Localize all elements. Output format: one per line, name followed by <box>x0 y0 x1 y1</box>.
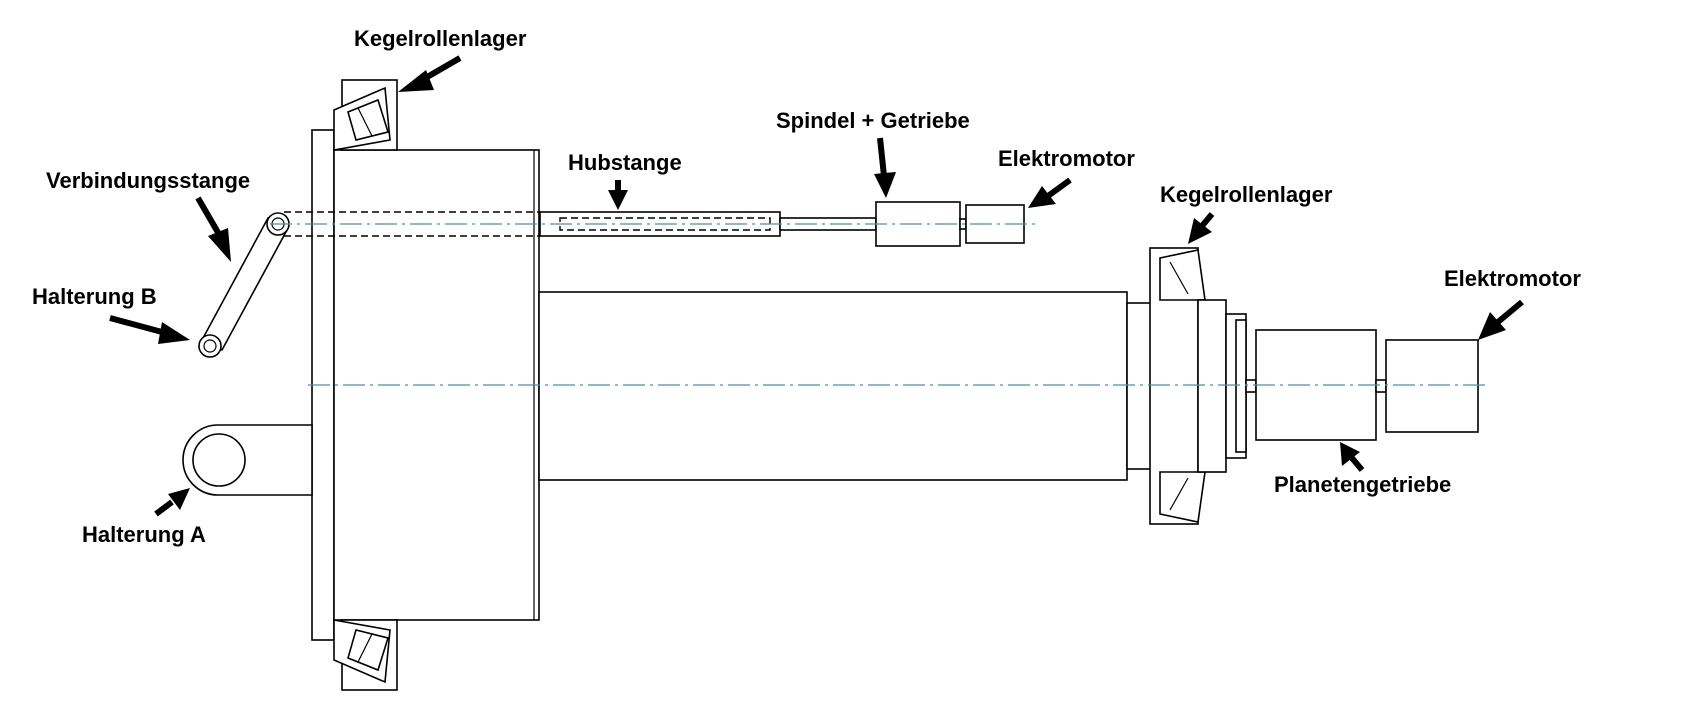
shaft-collar-2 <box>1235 319 1247 453</box>
shaft-stub-1 <box>1245 379 1257 393</box>
bearing-roller-bottom <box>347 629 390 672</box>
leader-arrows <box>109 55 1524 517</box>
tapered-roller-bearing-top <box>333 79 398 151</box>
label-kegelrollenlager-top: Kegelrollenlager <box>354 26 527 51</box>
arrow-verbindungsstange-shaft <box>195 196 223 238</box>
arrow-halterung-a-shaft <box>154 499 174 517</box>
output-drive <box>1225 313 1479 459</box>
arrow-halterung-b-head <box>158 322 190 344</box>
tapered-roller-bearing-bottom <box>333 619 398 691</box>
main-cylinder-body <box>538 291 1128 481</box>
label-planetengetriebe: Planetengetriebe <box>1274 472 1451 497</box>
arrow-elektromotor-large-shaft <box>1496 299 1524 325</box>
bearing-right-cone-bottom <box>1159 471 1206 523</box>
arrow-kegelrollenlager-right-head <box>1188 218 1212 244</box>
bearing-roller-top <box>347 98 390 141</box>
arrow-kegelrollenlager-top-head <box>398 70 434 92</box>
bearing-roller-line-top <box>357 107 373 137</box>
tapered-roller-bearing-right <box>1149 247 1227 525</box>
arrow-planetengetriebe-head <box>1340 442 1360 466</box>
label-halterung-a: Halterung A <box>82 522 206 547</box>
halterung-b-pivot-inner <box>203 339 217 353</box>
verbindungsstange-rod <box>198 212 290 358</box>
bearing-right-roller-bottom <box>1169 477 1189 511</box>
label-elektromotor-large: Elektromotor <box>1444 266 1581 291</box>
arrow-halterung-b-shaft <box>109 315 163 335</box>
arrow-elektromotor-small-shaft <box>1046 177 1072 199</box>
label-hubstange: Hubstange <box>568 150 682 175</box>
spindle-shaft <box>779 217 877 231</box>
arrow-kegelrollenlager-right-shaft <box>1199 212 1215 228</box>
bearing-right-cone-top <box>1159 249 1206 301</box>
arrow-spindel-shaft <box>877 137 887 177</box>
bearing-roller-line-bottom <box>357 633 373 663</box>
bearing-right-roller-top <box>1169 261 1189 295</box>
arrow-elektromotor-small-head <box>1028 186 1056 208</box>
label-elektromotor-small: Elektromotor <box>998 146 1135 171</box>
arrow-hubstange-head <box>608 190 628 210</box>
arrow-spindel-head <box>874 172 896 198</box>
halterung-a-mount <box>182 424 313 496</box>
mount-eye <box>192 433 246 487</box>
bearing-right-inner-ring <box>1197 299 1227 473</box>
labels: Kegelrollenlager Spindel + Getriebe Hubs… <box>32 26 1581 547</box>
label-kegelrollenlager-right: Kegelrollenlager <box>1160 182 1333 207</box>
label-spindel-getriebe: Spindel + Getriebe <box>776 108 970 133</box>
shaft-stub-2 <box>1375 379 1387 393</box>
label-halterung-b: Halterung B <box>32 284 157 309</box>
elektromotor-large-box <box>1385 339 1479 433</box>
main-cylinder <box>538 291 1203 481</box>
arrow-halterung-a-head <box>168 488 190 510</box>
halterung-b-pivot <box>198 334 222 358</box>
arrow-elektromotor-large-head <box>1478 312 1506 340</box>
arrow-planetengetriebe-shaft <box>1349 456 1365 472</box>
label-verbindungsstange: Verbindungsstange <box>46 168 250 193</box>
arrow-verbindungsstange-head <box>208 228 231 262</box>
